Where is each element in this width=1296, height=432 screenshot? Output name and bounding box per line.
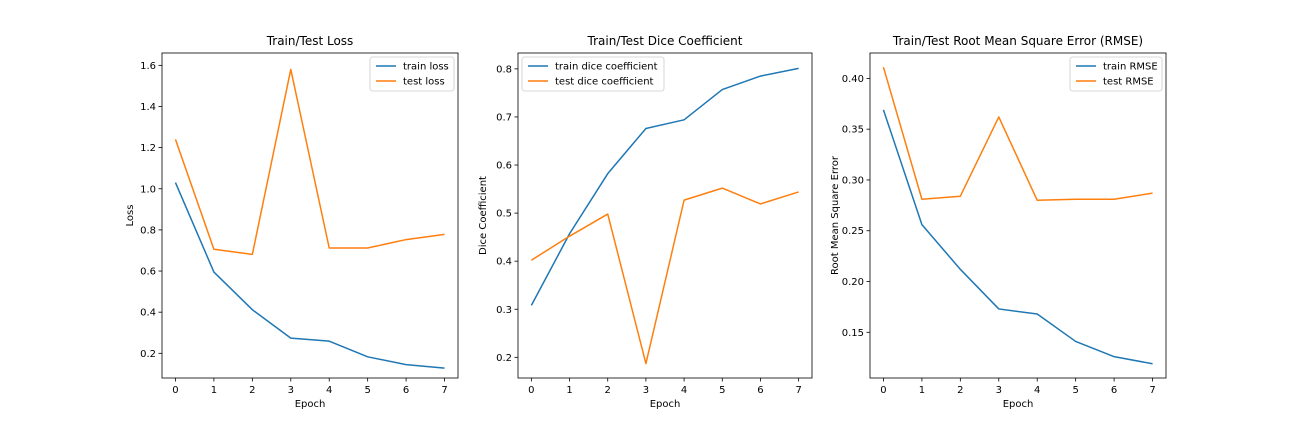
x-tick-label: 5 <box>719 385 725 396</box>
y-tick-label: 0.4 <box>496 257 512 268</box>
y-tick-label: 1.0 <box>140 184 156 195</box>
y-tick-label: 0.6 <box>496 161 512 172</box>
series-line-2 <box>882 67 1153 202</box>
y-tick-label: 0.40 <box>842 74 864 85</box>
x-tick-label: 7 <box>1149 385 1155 396</box>
x-tick-label: 6 <box>757 385 763 396</box>
x-axis-label: Epoch <box>295 399 326 410</box>
x-tick-label: 3 <box>643 385 649 396</box>
y-axis-label: Root Mean Square Error <box>830 155 841 275</box>
x-tick-label: 6 <box>1111 385 1117 396</box>
x-tick-label: 7 <box>441 385 447 396</box>
y-tick-label: 1.2 <box>140 143 156 154</box>
axes-frame <box>517 52 813 379</box>
x-tick-label: 2 <box>605 385 611 396</box>
series-line-1 <box>530 67 799 306</box>
chart-title: Train/Test Dice Coefficient <box>587 34 743 48</box>
x-tick-label: 4 <box>1034 385 1040 396</box>
x-tick-label: 2 <box>957 385 963 396</box>
axes-frame <box>869 52 1167 379</box>
y-tick-label: 0.25 <box>842 226 864 237</box>
y-tick-label: 0.6 <box>140 267 156 278</box>
chart-title: Train/Test Root Mean Square Error (RMSE) <box>892 34 1143 48</box>
chart-panel-3: Train/Test Root Mean Square Error (RMSE)… <box>830 34 1167 410</box>
y-tick-label: 1.6 <box>140 61 156 72</box>
x-tick-label: 3 <box>996 385 1002 396</box>
y-axis-label: Loss <box>125 205 136 227</box>
legend-label-2: test loss <box>403 77 445 88</box>
legend-label-2: test dice coefficient <box>555 77 654 88</box>
y-tick-label: 0.7 <box>496 112 512 123</box>
y-tick-label: 0.2 <box>496 353 512 364</box>
x-tick-label: 5 <box>1072 385 1078 396</box>
x-tick-label: 5 <box>364 385 370 396</box>
y-tick-label: 0.5 <box>496 209 512 220</box>
series-line-1 <box>882 109 1153 365</box>
series-line-2 <box>174 68 445 256</box>
y-tick-label: 0.2 <box>140 349 156 360</box>
legend-frame <box>521 56 665 92</box>
legend: train dice coefficient test dice coeffici… <box>521 56 665 92</box>
chart-title: Train/Test Loss <box>266 34 354 48</box>
y-tick-label: 0.8 <box>140 225 156 236</box>
x-tick-label: 1 <box>566 385 572 396</box>
x-axis-label: Epoch <box>650 399 681 410</box>
x-tick-label: 0 <box>880 385 886 396</box>
y-axis-label: Dice Coefficient <box>478 176 489 255</box>
x-axis-label: Epoch <box>1003 399 1034 410</box>
x-tick-label: 4 <box>326 385 332 396</box>
y-tick-label: 0.20 <box>842 277 864 288</box>
y-tick-label: 0.3 <box>496 305 512 316</box>
series-line-2 <box>530 187 799 365</box>
x-tick-label: 6 <box>403 385 409 396</box>
chart-panel-1: Train/Test Loss 0 1 2 3 4 5 6 7 0.2 0.4 0.6 0.8 1.0 1.… <box>125 34 459 410</box>
y-tick-label: 0.8 <box>496 64 512 75</box>
x-tick-label: 2 <box>249 385 255 396</box>
legend: train loss test loss <box>369 56 455 92</box>
x-tick-label: 7 <box>795 385 801 396</box>
legend-label-1: train loss <box>403 62 449 73</box>
legend: train RMSE test RMSE <box>1069 56 1163 92</box>
series-line-1 <box>174 182 445 369</box>
x-tick-label: 0 <box>172 385 178 396</box>
y-tick-label: 0.30 <box>842 175 864 186</box>
y-tick-label: 0.35 <box>842 125 864 136</box>
legend-label-2: test RMSE <box>1103 77 1154 88</box>
x-tick-label: 1 <box>919 385 925 396</box>
y-tick-label: 1.4 <box>140 102 156 113</box>
y-tick-label: 0.4 <box>140 308 156 319</box>
legend-label-1: train RMSE <box>1103 62 1158 73</box>
axes-frame <box>161 52 459 379</box>
x-tick-label: 0 <box>528 385 534 396</box>
chart-panel-2: Train/Test Dice Coefficient 0 1 2 3 4 5 6 7 0.2 0.… <box>478 34 813 410</box>
x-tick-label: 1 <box>211 385 217 396</box>
x-tick-label: 3 <box>288 385 294 396</box>
y-tick-label: 0.15 <box>842 328 864 339</box>
legend-label-1: train dice coefficient <box>555 62 658 73</box>
x-tick-label: 4 <box>681 385 687 396</box>
